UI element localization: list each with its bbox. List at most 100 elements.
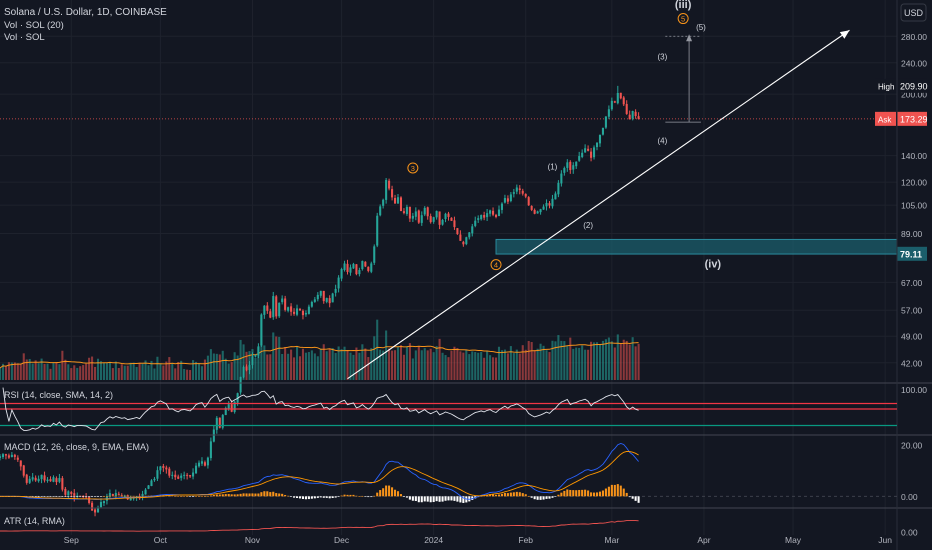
wave-label: 3 <box>411 164 415 173</box>
macd-histogram-bar <box>37 496 40 498</box>
candle-body <box>144 489 147 495</box>
volume-bar <box>266 354 269 380</box>
atr-title[interactable]: ATR (14, RMA) <box>4 516 65 526</box>
volume-bar <box>536 348 539 380</box>
volume-bar <box>444 355 447 380</box>
currency-button-frame[interactable] <box>900 3 927 22</box>
volume-bar <box>105 363 108 380</box>
candle-body <box>545 202 548 207</box>
price-tick-label: 120.00 <box>901 178 927 188</box>
candle-body <box>162 466 165 468</box>
currency-button[interactable]: USD <box>900 3 927 22</box>
macd-histogram-bar <box>503 493 506 497</box>
candle-body <box>396 197 400 204</box>
candle-body <box>432 217 435 222</box>
candle-body <box>156 470 159 479</box>
volume-bar <box>290 349 293 380</box>
candle-body <box>486 213 489 218</box>
price-tag-value-bg[interactable] <box>897 78 927 93</box>
macd-histogram-bar <box>120 495 123 497</box>
candle-body <box>590 151 593 158</box>
candle-body <box>242 366 245 378</box>
currency-button-label[interactable]: USD <box>904 8 924 18</box>
volume-bar <box>284 346 287 380</box>
candle-body <box>331 293 334 303</box>
price-tag-value-bg[interactable] <box>897 111 927 126</box>
candle-body <box>489 210 492 214</box>
candle-body <box>379 206 382 216</box>
macd-histogram-bar <box>126 495 129 497</box>
volume-bar <box>373 336 376 380</box>
macd-histogram-bar <box>49 496 52 497</box>
rsi-title[interactable]: RSI (14, close, SMA, 14, 2) <box>4 390 113 400</box>
candle-body <box>310 301 313 307</box>
volume-bar <box>370 348 373 380</box>
macd-histogram-bar <box>607 486 610 497</box>
candle-body <box>593 147 596 158</box>
macd-histogram-bar <box>634 496 637 501</box>
volume-bar <box>254 357 257 380</box>
volume-bar <box>162 365 165 380</box>
wave-label: 5 <box>681 15 685 24</box>
candle-body <box>581 152 584 157</box>
macd-histogram-bar <box>203 496 206 497</box>
macd-histogram-bar <box>604 488 607 497</box>
volume-bar <box>625 340 628 380</box>
volume-bar <box>281 353 284 380</box>
macd-histogram-bar <box>43 496 46 497</box>
macd-histogram-bar <box>411 496 414 501</box>
volume-bar <box>275 336 278 380</box>
volume-bar <box>438 338 441 380</box>
volume-legend[interactable]: Vol · SOL <box>4 32 45 43</box>
macd-histogram-bar <box>108 495 111 497</box>
volume-bar <box>7 362 10 380</box>
time-tick-label: Dec <box>334 535 350 545</box>
macd-histogram-bar <box>569 489 572 497</box>
macd-histogram-bar <box>206 495 209 497</box>
macd-histogram-bar <box>447 496 450 501</box>
macd-title[interactable]: MACD (12, 26, close, 9, EMA, EMA) <box>4 442 149 452</box>
candle-body <box>566 162 569 168</box>
macd-histogram-bar <box>135 495 138 497</box>
macd-histogram-bar <box>251 493 254 497</box>
wave-label: 4 <box>494 261 498 270</box>
candle-body <box>257 346 260 356</box>
volume-bar <box>566 346 569 380</box>
price-axis[interactable]: 280.00 240.00 200.00 140.00 120.00 105.00 89.0… <box>875 0 932 550</box>
volume-ma-legend[interactable]: Vol · SOL (20) <box>4 20 64 31</box>
volume-bar <box>420 350 423 380</box>
price-tick-label: 42.00 <box>901 358 923 368</box>
macd-histogram-bar <box>177 496 180 497</box>
macd-histogram-bar <box>212 494 215 497</box>
candle-body <box>373 246 376 263</box>
candle-body <box>67 491 70 496</box>
macd-histogram-bar <box>189 496 192 497</box>
macd-histogram-bar <box>423 496 426 502</box>
level-tag[interactable] <box>897 246 927 261</box>
wave-label: (iii) <box>675 0 692 11</box>
macd-histogram-bar <box>85 496 88 497</box>
volume-bar <box>236 355 239 380</box>
macd-histogram-bar <box>117 495 120 497</box>
candle-body <box>19 460 22 467</box>
macd-histogram-bar <box>518 492 521 497</box>
time-axis[interactable]: Sep Oct Nov Dec 2024 Feb Mar Apr May Jun <box>64 535 893 545</box>
macd-histogram-bar <box>298 496 302 499</box>
volume-bar <box>604 339 607 380</box>
symbol-title[interactable]: Solana / U.S. Dollar, 1D, COINBASE <box>4 7 167 18</box>
volume-bar <box>132 362 135 380</box>
candle-body <box>263 305 266 315</box>
candle-body <box>492 210 495 215</box>
candle-body <box>613 101 616 103</box>
rsi-tick-label: 100.00 <box>901 385 927 395</box>
volume-bar <box>99 361 103 380</box>
macd-histogram-bar <box>349 494 352 497</box>
volume-bar <box>601 340 604 380</box>
candle-body <box>361 260 364 270</box>
grid-lines <box>0 0 897 535</box>
macd-histogram-bar <box>489 494 492 497</box>
volume-bar <box>165 361 168 380</box>
candle-body <box>99 502 103 508</box>
candle-body <box>352 263 355 269</box>
